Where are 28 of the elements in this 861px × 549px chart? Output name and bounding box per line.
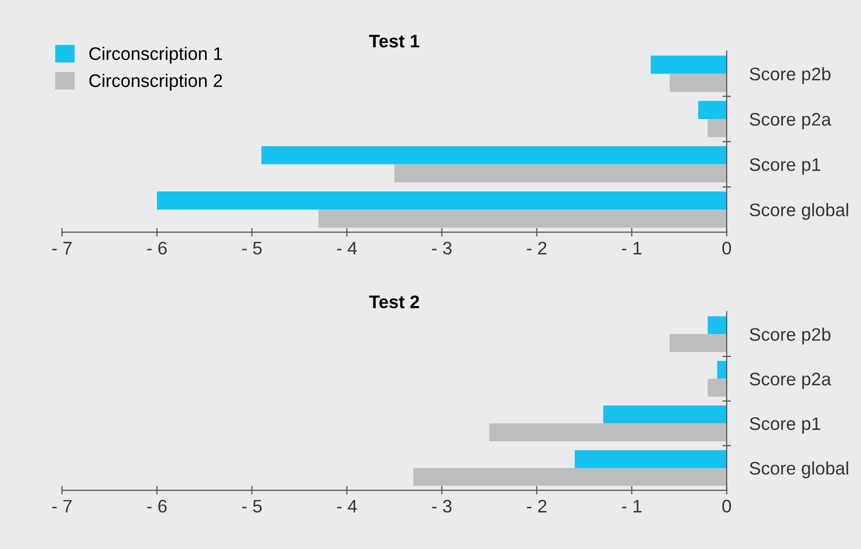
chart-title: Test 1 [369,34,420,48]
legend-label: Circonscription 1 [89,46,222,64]
x-tick-label: 0 [722,242,731,255]
x-tick-label: - 2 [527,500,546,512]
y-tick-label: Score p2b [750,328,830,344]
x-tick-label: - 4 [337,500,357,512]
y-tick-label: Score p2a [750,372,832,390]
legend-label: Circonscription 2 [89,74,222,91]
x-tick-label: - 5 [242,500,262,513]
x-tick-label: - 6 [147,500,167,513]
y-tick-label: Score p1 [750,158,820,175]
x-tick-label: - 3 [432,500,452,513]
x-tick-label: 0 [722,500,731,513]
x-tick-label: - 3 [432,242,452,255]
x-tick-label: - 4 [337,242,357,254]
y-tick-label: Score p1 [750,417,820,434]
x-tick-label: - 5 [242,242,262,255]
y-tick-label: Score p2a [750,112,832,130]
y-tick-label: Score global [750,203,848,220]
y-tick-label: Score p2b [750,67,830,84]
x-tick-label: - 7 [52,242,72,254]
y-tick-label: Score global [750,461,848,478]
x-tick-label: - 6 [147,242,167,255]
x-tick-label: - 2 [527,242,546,254]
x-tick-label: - 1 [622,242,642,254]
x-tick-label: - 1 [622,500,642,512]
x-tick-label: - 7 [52,500,72,512]
chart-title: Test 2 [369,295,420,308]
